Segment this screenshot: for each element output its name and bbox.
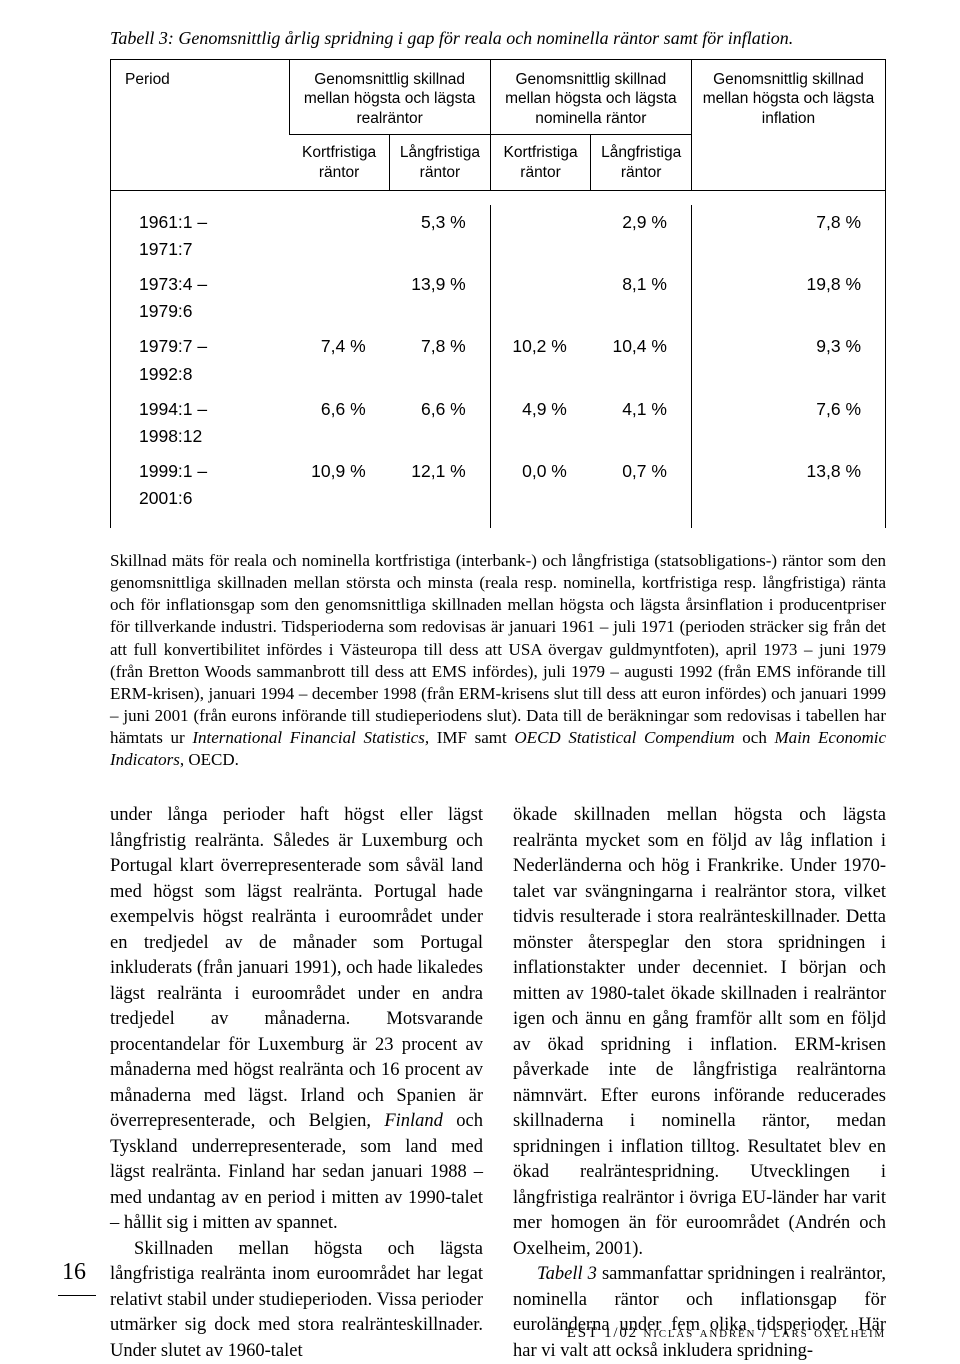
table-note: Skillnad mäts för reala och nominella ko… <box>110 550 886 771</box>
th-real-long: Långfristiga räntor <box>390 135 491 191</box>
cell-nom-long: 10,4 % <box>591 329 692 391</box>
caption-label: Tabell 3: <box>110 28 174 48</box>
cell-period: 1994:1 – 1998:12 <box>111 392 289 454</box>
cell-real-short: 10,9 % <box>289 454 390 528</box>
cell-real-long: 5,3 % <box>390 205 491 267</box>
cell-real-short: 7,4 % <box>289 329 390 391</box>
table-container: Period Genomsnittlig skillnad mellan hög… <box>110 59 886 528</box>
th-nom-short: Kortfristiga räntor <box>490 135 591 191</box>
paragraph: Skillnaden mellan högsta och lägsta lång… <box>110 1237 483 1364</box>
page: Tabell 3: Genomsnittlig årlig spridning … <box>0 0 960 1364</box>
th-group-infl: Genomsnittlig skillnad mellan högsta och… <box>691 60 885 190</box>
paragraph: ökade skillnaden mellan högsta och lägst… <box>513 803 886 1262</box>
cell-period: 1999:1 – 2001:6 <box>111 454 289 528</box>
table-row: 1973:4 – 1979:6 13,9 % 8,1 %19,8 % <box>111 267 885 329</box>
cell-period: 1979:7 – 1992:8 <box>111 329 289 391</box>
cell-real-short <box>289 205 390 267</box>
th-group-real: Genomsnittlig skillnad mellan högsta och… <box>289 60 490 135</box>
cell-infl: 9,3 % <box>691 329 885 391</box>
cell-infl: 13,8 % <box>691 454 885 528</box>
cell-nom-short <box>490 205 591 267</box>
spread-table: Period Genomsnittlig skillnad mellan hög… <box>111 60 885 528</box>
cell-real-long: 7,8 % <box>390 329 491 391</box>
cell-period: 1961:1 – 1971:7 <box>111 205 289 267</box>
table-row: 1994:1 – 1998:126,6 %6,6 %4,9 %4,1 %7,6 … <box>111 392 885 454</box>
cell-infl: 7,8 % <box>691 205 885 267</box>
table-row: 1979:7 – 1992:87,4 %7,8 %10,2 %10,4 %9,3… <box>111 329 885 391</box>
cell-nom-long: 2,9 % <box>591 205 692 267</box>
th-period: Period <box>111 60 289 190</box>
body-columns: under långa perioder haft högst eller lä… <box>110 803 886 1364</box>
paragraph: Tabell 3 sammanfattar spridningen i real… <box>513 1262 886 1364</box>
paragraph: under långa perioder haft högst eller lä… <box>110 803 483 1237</box>
cell-real-long: 12,1 % <box>390 454 491 528</box>
table-body: 1961:1 – 1971:75,3 %2,9 %7,8 %1973:4 – 1… <box>111 190 885 528</box>
cell-nom-short <box>490 267 591 329</box>
page-number-rule <box>58 1295 96 1296</box>
th-real-short: Kortfristiga räntor <box>289 135 390 191</box>
cell-nom-short: 10,2 % <box>490 329 591 391</box>
table-row: 1961:1 – 1971:7 5,3 % 2,9 %7,8 % <box>111 205 885 267</box>
cell-period: 1973:4 – 1979:6 <box>111 267 289 329</box>
th-nom-long: Långfristiga räntor <box>591 135 692 191</box>
table-row: 1999:1 – 2001:610,9 %12,1 %0,0 %0,7 %13,… <box>111 454 885 528</box>
cell-nom-long: 4,1 % <box>591 392 692 454</box>
column-left: under långa perioder haft högst eller lä… <box>110 803 483 1364</box>
cell-nom-long: 0,7 % <box>591 454 692 528</box>
page-number: 16 <box>62 1259 86 1286</box>
cell-infl: 7,6 % <box>691 392 885 454</box>
column-right: ökade skillnaden mellan högsta och lägst… <box>513 803 886 1364</box>
table-caption: Tabell 3: Genomsnittlig årlig spridning … <box>110 28 886 49</box>
th-group-nom: Genomsnittlig skillnad mellan högsta och… <box>490 60 691 135</box>
cell-real-long: 6,6 % <box>390 392 491 454</box>
caption-text: Genomsnittlig årlig spridning i gap för … <box>178 28 793 48</box>
cell-nom-short: 4,9 % <box>490 392 591 454</box>
cell-real-long: 13,9 % <box>390 267 491 329</box>
cell-infl: 19,8 % <box>691 267 885 329</box>
cell-real-short: 6,6 % <box>289 392 390 454</box>
cell-nom-long: 8,1 % <box>591 267 692 329</box>
cell-nom-short: 0,0 % <box>490 454 591 528</box>
cell-real-short <box>289 267 390 329</box>
